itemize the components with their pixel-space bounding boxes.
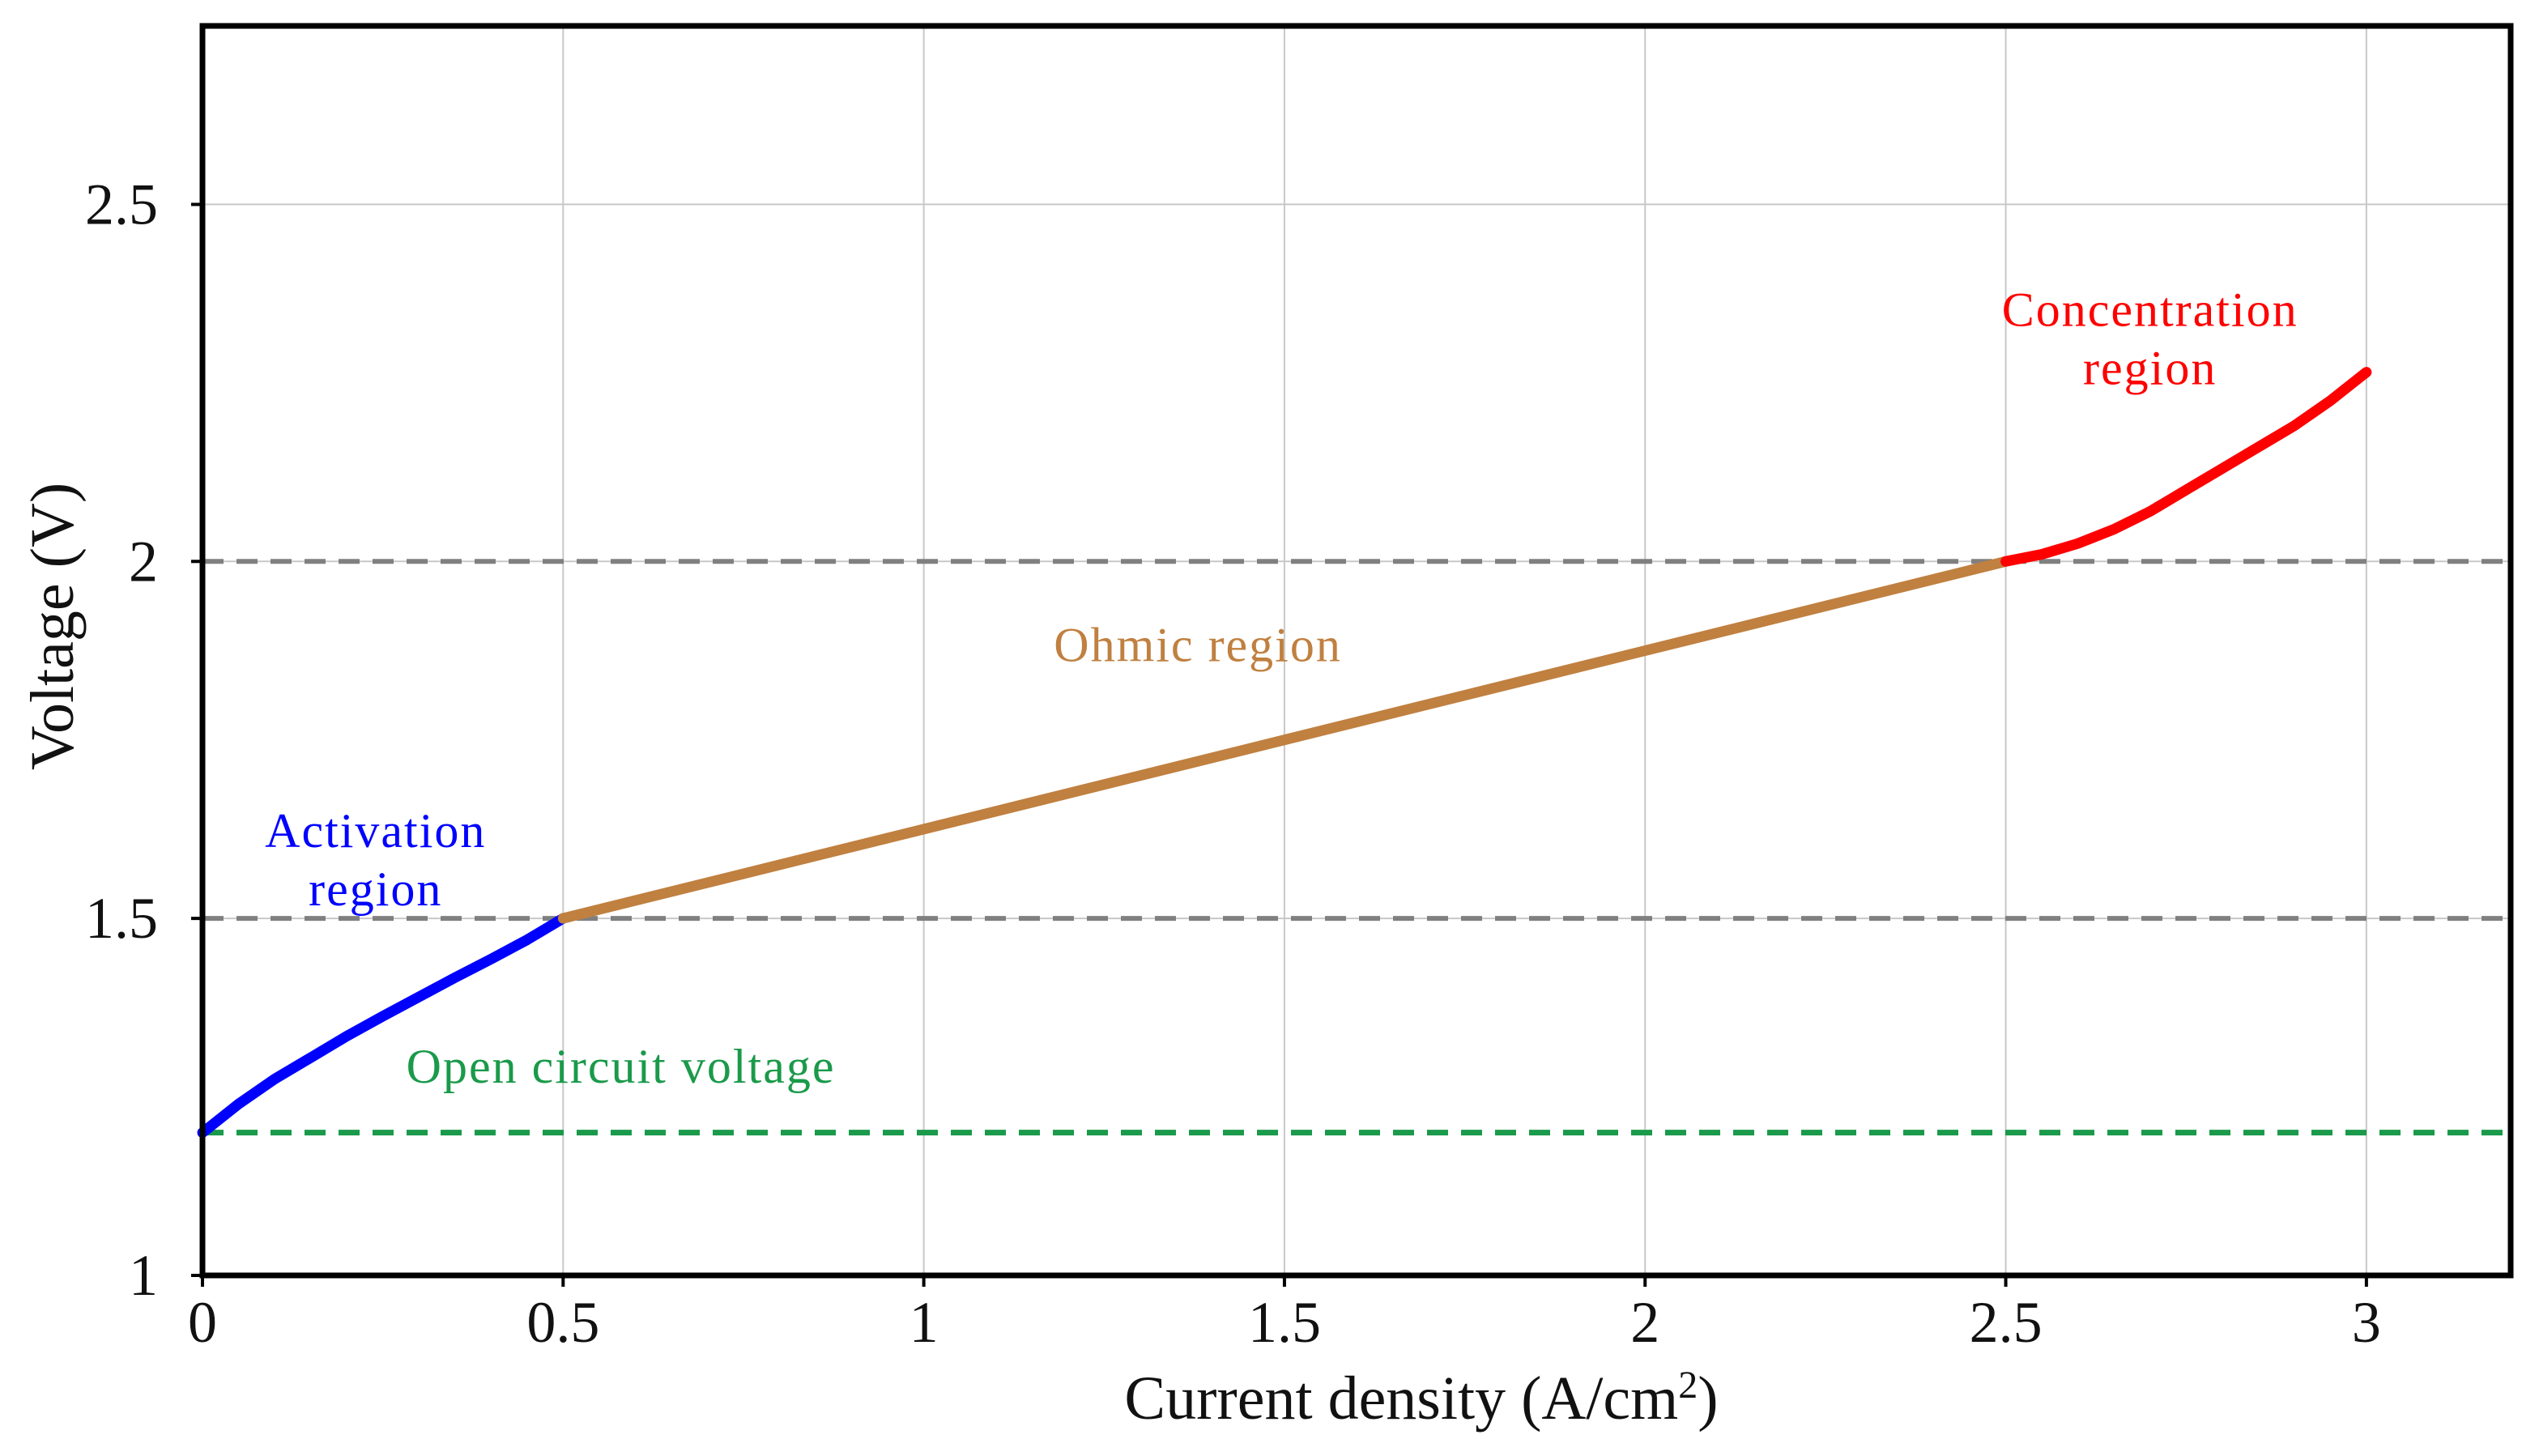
annotation-concentration-line-0: Concentration [2002,283,2298,336]
x-tick-label-6: 3 [2352,1290,2381,1355]
x-tick-label-3: 1.5 [1248,1290,1321,1355]
series-line-0 [197,913,569,1139]
reference-lines [202,559,2511,1136]
y-tick-label-1: 1.5 [85,886,158,951]
annotation-activation-line-0: Activation [265,804,486,858]
x-tick-label-2: 1 [910,1290,939,1355]
y-tick-label-3: 2.5 [85,172,158,236]
annotation-ohmic: Ohmic region [1054,619,1342,672]
annotation-activation-line-1: region [309,862,442,916]
y-axis-title: Voltage (V) [19,483,87,770]
x-tick-label-1: 0.5 [526,1290,599,1355]
annotation-concentration-line-1: region [2083,341,2217,394]
x-axis-title-main: Current density (A/cm [1124,1364,1678,1433]
annotation-concentration: Concentration region [2002,283,2298,394]
x-axis-title: Current density (A/cm2) [1124,1364,1718,1433]
series-line-2 [2000,367,2372,567]
annotation-ocv: Open circuit voltage [407,1040,836,1093]
plot-area-frame [199,23,2514,1279]
x-tick-label-4: 2 [1630,1290,1659,1355]
annotation-ohmic-line-0: Ohmic region [1054,619,1342,672]
series-line-1 [557,556,2012,924]
annotation-ocv-line-0: Open circuit voltage [407,1040,836,1093]
y-tick-label-0: 1 [129,1243,158,1308]
x-axis-ticks: 0 0.5 1 1.5 2 2.5 3 [188,1275,2381,1355]
annotation-activation: Activation region [265,804,486,916]
x-tick-label-0: 0 [188,1290,217,1355]
y-tick-label-2: 2 [129,529,158,594]
x-tick-label-5: 2.5 [1970,1290,2043,1355]
x-axis-title-suffix: ) [1698,1364,1718,1433]
x-axis-title-superscript: 2 [1678,1364,1698,1407]
series-lines [197,367,2372,1139]
y-axis-ticks: 1 1.5 2 2.5 [85,172,202,1308]
